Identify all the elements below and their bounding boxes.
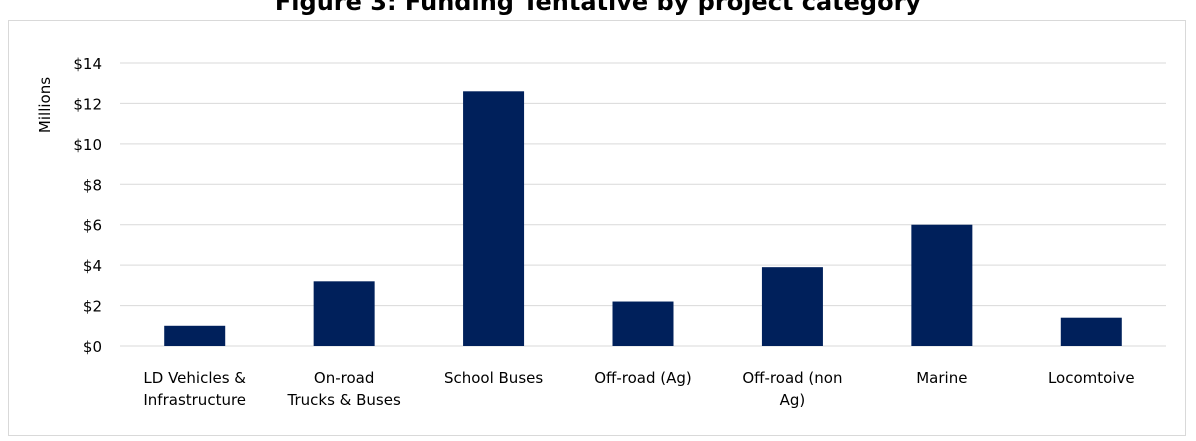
bar (911, 224, 973, 346)
y-tick-label: $10 (73, 136, 102, 154)
x-tick-label: Off-road (non (742, 369, 842, 387)
chart-frame (8, 20, 1186, 436)
bar (463, 91, 525, 346)
bar (612, 301, 674, 346)
x-tick-label: Ag) (780, 391, 806, 409)
y-axis-ticks: $0 $2 $4 $6 $8 $10 $12 $14 (73, 55, 102, 356)
bar (313, 281, 375, 346)
x-tick-label: On-road (314, 369, 374, 387)
chart-title: Figure 3: Funding Tentative by project c… (274, 0, 922, 16)
x-tick-label: Trucks & Buses (287, 391, 401, 409)
y-tick-label: $8 (83, 176, 102, 194)
y-tick-label: $14 (73, 55, 102, 73)
x-tick-label: School Buses (444, 369, 543, 387)
bar (761, 267, 823, 346)
x-tick-label: LD Vehicles & (143, 369, 246, 387)
x-tick-label: Infrastructure (143, 391, 246, 409)
x-tick-label: Locomtoive (1048, 369, 1135, 387)
y-tick-label: $4 (83, 257, 102, 275)
x-tick-label: Marine (916, 369, 967, 387)
y-tick-label: $2 (83, 298, 102, 316)
y-tick-label: $0 (83, 338, 102, 356)
bars (164, 91, 1122, 346)
x-axis-ticks: LD Vehicles & Infrastructure On-road Trucks… (143, 369, 1134, 409)
y-axis-label: Millions (36, 77, 54, 133)
y-tick-label: $6 (83, 217, 102, 235)
bar (164, 325, 226, 346)
y-tick-label: $12 (73, 95, 102, 113)
bar (1060, 317, 1122, 346)
x-tick-label: Off-road (Ag) (594, 369, 692, 387)
